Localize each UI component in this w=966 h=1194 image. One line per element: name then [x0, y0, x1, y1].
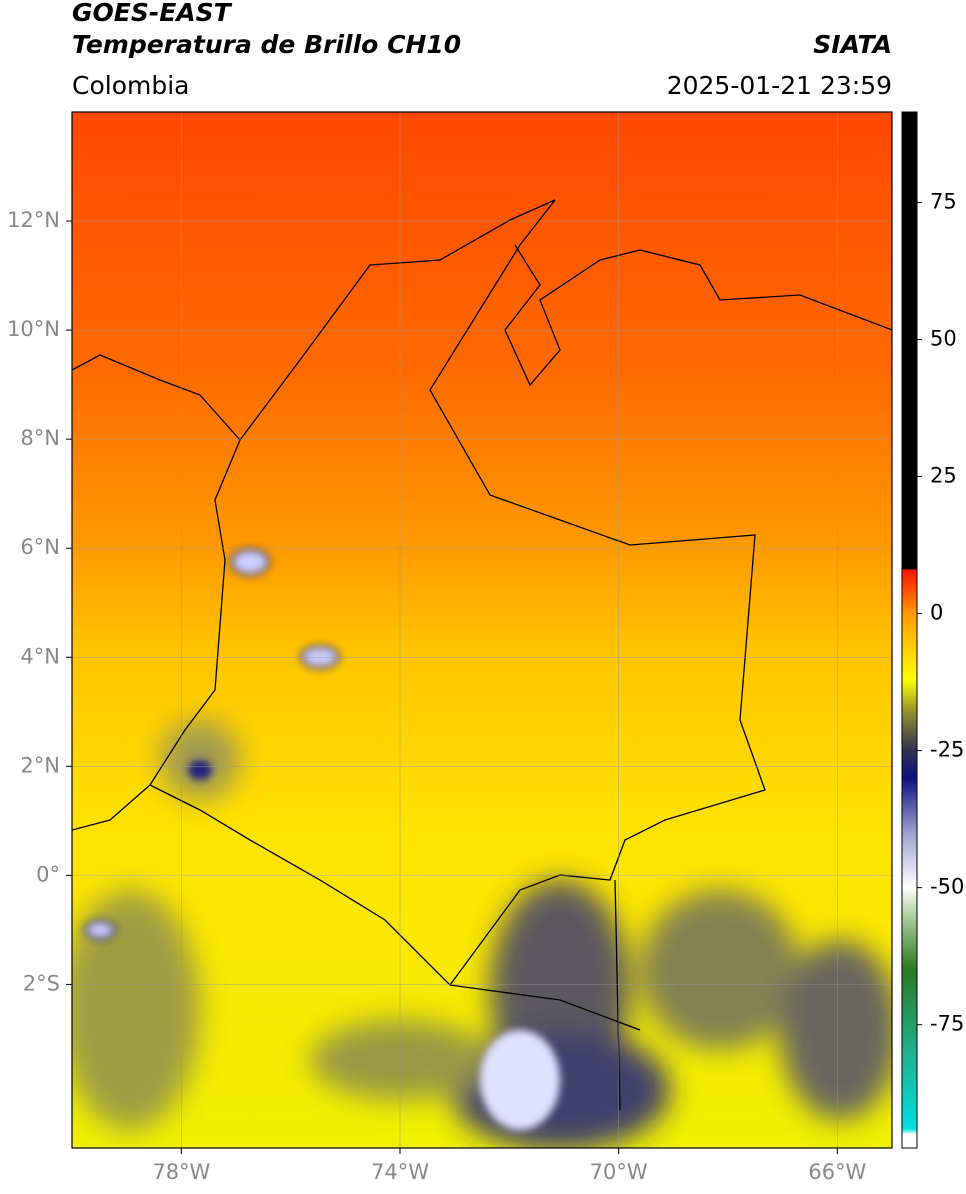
region: Colombia: [72, 71, 189, 100]
colorbar-tick-label: 50: [930, 326, 957, 350]
colorbar-tick-label: 0: [930, 601, 943, 625]
y-tick-label: 10°N: [7, 317, 60, 341]
title: GOES-EAST: [72, 0, 233, 27]
y-tick-label: 6°N: [20, 535, 60, 559]
satellite-image: [72, 112, 892, 1148]
colorbar-tick-label: -50: [930, 875, 964, 899]
y-tick-label: 12°N: [7, 208, 60, 232]
x-tick-label: 78°W: [152, 1160, 210, 1184]
y-tick-label: 2°N: [20, 753, 60, 777]
source: SIATA: [813, 30, 892, 59]
y-tick-label: 0°: [36, 862, 60, 886]
colorbar-tick-label: -25: [930, 738, 964, 762]
colorbar: [901, 111, 918, 1149]
graticule: [72, 112, 892, 1148]
subtitle: Temperatura de Brillo CH10: [72, 30, 461, 59]
colorbar-tick-label: -75: [930, 1012, 964, 1036]
colorbar-tick-label: 25: [930, 464, 957, 488]
x-tick-label: 70°W: [590, 1160, 648, 1184]
x-tick-label: 66°W: [808, 1160, 866, 1184]
map-frame: [71, 111, 893, 1149]
y-tick-label: 8°N: [20, 426, 60, 450]
datetime: 2025-01-21 23:59: [667, 71, 892, 100]
colorbar-tick-label: 75: [930, 189, 957, 213]
x-tick-label: 74°W: [371, 1160, 429, 1184]
y-tick-label: 4°N: [20, 644, 60, 668]
y-tick-label: 2°S: [23, 971, 60, 995]
